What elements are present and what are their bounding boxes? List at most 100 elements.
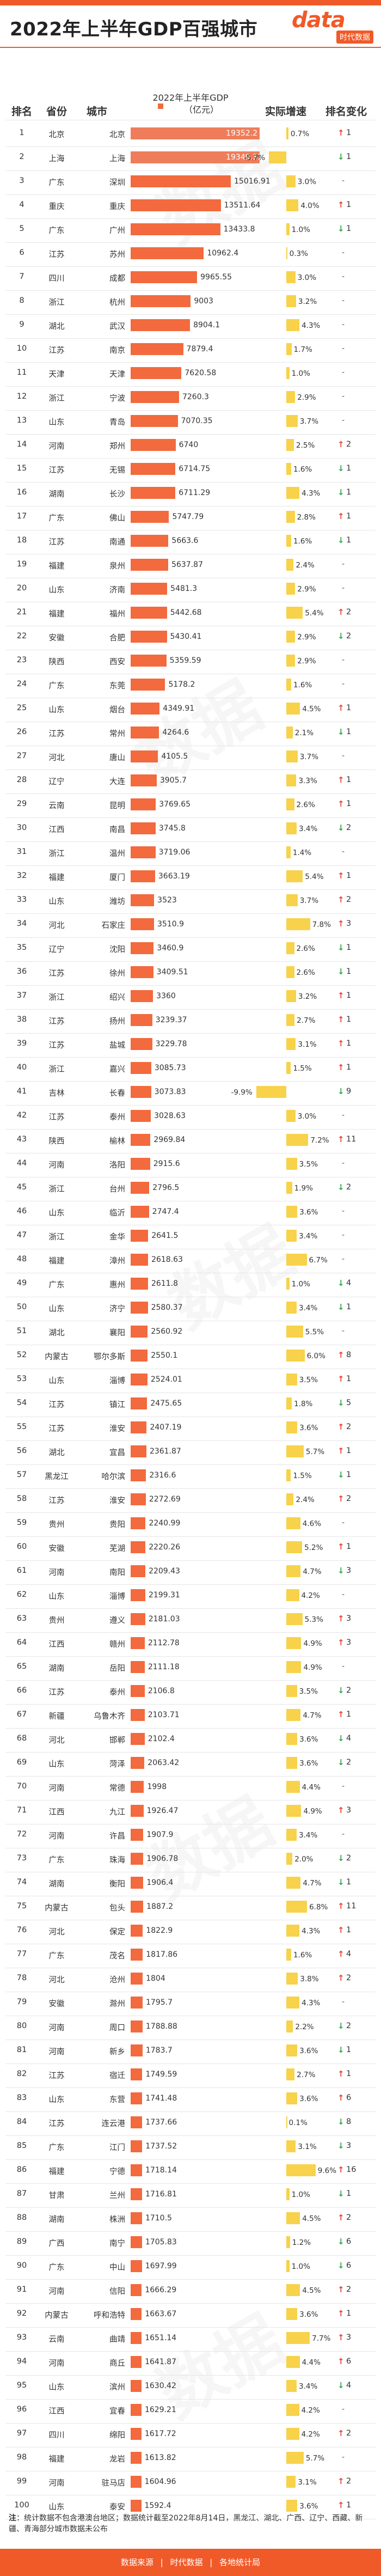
rank-cell: 24 bbox=[16, 680, 27, 688]
growth-value-label: 3.3% bbox=[298, 777, 317, 785]
growth-value-label: 2.9% bbox=[297, 657, 316, 666]
gdp-value-label: 5637.87 bbox=[171, 560, 203, 569]
rank-change-value: 2 bbox=[346, 1183, 352, 1192]
gdp-value-label: 3229.78 bbox=[155, 1040, 187, 1048]
province-cell: 江苏 bbox=[48, 1425, 65, 1433]
city-cell: 赣州 bbox=[109, 1640, 125, 1649]
gdp-bar bbox=[131, 631, 167, 643]
rank-cell: 41 bbox=[16, 1087, 27, 1096]
gdp-bar bbox=[131, 415, 178, 427]
growth-bar bbox=[286, 966, 294, 978]
arrow-down-icon: ↓ bbox=[337, 823, 345, 833]
gdp-value-label: 4105.5 bbox=[161, 752, 188, 761]
rank-cell: 30 bbox=[16, 823, 27, 832]
arrow-up-icon: ↑ bbox=[337, 1015, 345, 1024]
rank-cell: 28 bbox=[16, 776, 27, 784]
gdp-value-label: 1641.87 bbox=[145, 2358, 177, 2366]
gdp-value-label: 1705.83 bbox=[145, 2238, 177, 2247]
arrow-down-icon: ↓ bbox=[337, 967, 345, 976]
province-cell: 河北 bbox=[48, 1976, 65, 1985]
row-separator bbox=[5, 1632, 376, 1633]
growth-bar bbox=[286, 247, 287, 259]
growth-bar bbox=[286, 1853, 293, 1865]
gdp-bar bbox=[131, 2020, 143, 2032]
rank-cell: 91 bbox=[16, 2285, 27, 2294]
arrow-up-icon: ↑ bbox=[337, 895, 345, 905]
gdp-value-label: 1613.82 bbox=[144, 2453, 176, 2462]
rank-change-value: 6 bbox=[346, 2093, 352, 2102]
rank-change-none: - bbox=[342, 1159, 345, 1168]
rank-change-none: - bbox=[342, 344, 345, 353]
rank-change-value: 5 bbox=[346, 1399, 352, 1407]
arrow-down-icon: ↓ bbox=[337, 1398, 345, 1408]
province-cell: 湖南 bbox=[48, 2215, 65, 2224]
gdp-bar bbox=[131, 1709, 145, 1721]
province-cell: 湖北 bbox=[48, 1449, 65, 1457]
rank-cell: 21 bbox=[16, 608, 27, 616]
gdp-value-label: 2316.6 bbox=[149, 1471, 176, 1480]
arrow-up-icon: ↑ bbox=[337, 2069, 345, 2079]
gdp-value-label: 2611.8 bbox=[151, 1279, 178, 1288]
gdp-bar bbox=[131, 295, 191, 307]
header-rank-change: 排名变化 bbox=[325, 106, 367, 118]
gdp-bar bbox=[131, 1733, 145, 1745]
gdp-value-label: 2102.4 bbox=[148, 1735, 175, 1743]
gdp-legend-swatch bbox=[158, 103, 163, 109]
growth-bar bbox=[286, 1182, 292, 1194]
gdp-value-label: 2560.92 bbox=[151, 1327, 183, 1336]
gdp-value-label: 3085.73 bbox=[154, 1064, 186, 1072]
city-cell: 包头 bbox=[109, 1904, 125, 1913]
rank-cell: 67 bbox=[16, 1710, 27, 1719]
gdp-bar bbox=[131, 1062, 151, 1074]
gdp-bar bbox=[131, 127, 260, 139]
rank-change-value: 1 bbox=[346, 464, 352, 473]
gdp-bar bbox=[131, 2428, 142, 2440]
gdp-value-label: 5359.59 bbox=[169, 656, 201, 665]
gdp-bar bbox=[131, 2476, 142, 2488]
city-cell: 南宁 bbox=[109, 2239, 125, 2248]
gdp-value-label: 4349.91 bbox=[163, 704, 195, 713]
arrow-up-icon: ↑ bbox=[337, 1614, 345, 1623]
rank-cell: 98 bbox=[16, 2453, 27, 2462]
gdp-bar bbox=[131, 511, 169, 523]
growth-value-label: 3.6% bbox=[299, 2047, 318, 2055]
gdp-bar bbox=[131, 1781, 144, 1793]
province-cell: 江苏 bbox=[48, 2072, 65, 2080]
arrow-up-icon: ↑ bbox=[337, 991, 345, 1000]
rank-cell: 5 bbox=[19, 224, 24, 233]
growth-value-label: 3.7% bbox=[299, 753, 319, 761]
title-divider bbox=[0, 47, 381, 48]
row-separator bbox=[5, 242, 376, 243]
gdp-bar bbox=[131, 703, 160, 715]
rank-cell: 23 bbox=[16, 656, 27, 664]
row-separator bbox=[5, 1057, 376, 1058]
city-cell: 长春 bbox=[109, 1089, 125, 1098]
growth-value-label: 9.6% bbox=[317, 2166, 337, 2175]
growth-value-label: 2.6% bbox=[296, 944, 315, 953]
row-separator bbox=[5, 2087, 376, 2088]
arrow-up-icon: ↑ bbox=[337, 1134, 345, 1144]
growth-bar bbox=[286, 607, 303, 619]
province-cell: 河南 bbox=[48, 1161, 65, 1170]
row-separator bbox=[5, 458, 376, 459]
gdp-value-label: 10962.4 bbox=[207, 249, 239, 258]
growth-bar bbox=[286, 631, 296, 643]
growth-value-label: 1.9% bbox=[294, 1184, 313, 1193]
gdp-value-label: 15016.91 bbox=[234, 177, 271, 186]
gdp-value-label: 2181.03 bbox=[148, 1615, 180, 1623]
growth-bar bbox=[286, 2404, 299, 2416]
growth-bar bbox=[286, 1973, 298, 1985]
city-cell: 东营 bbox=[109, 2096, 125, 2104]
growth-value-label: 4.5% bbox=[302, 2214, 321, 2223]
city-cell: 郑州 bbox=[109, 442, 125, 451]
city-cell: 济南 bbox=[109, 586, 125, 595]
rank-cell: 100 bbox=[14, 2501, 29, 2510]
growth-value-label: 0.1% bbox=[288, 2119, 308, 2127]
province-cell: 辽宁 bbox=[48, 945, 65, 954]
rank-cell: 69 bbox=[16, 1758, 27, 1767]
gdp-bar bbox=[131, 439, 176, 451]
city-cell: 淮安 bbox=[109, 1497, 125, 1505]
rank-change-value: 9 bbox=[346, 1087, 352, 1096]
province-cell: 浙江 bbox=[48, 1065, 65, 1074]
growth-value-label: 3.0% bbox=[297, 1112, 317, 1121]
